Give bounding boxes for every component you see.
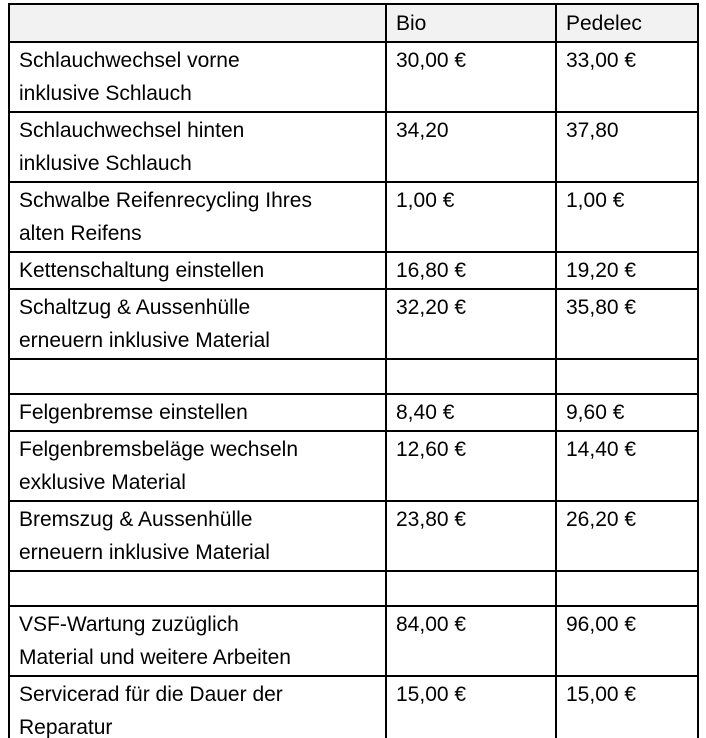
bio-price-cell: 23,80 € <box>385 500 557 572</box>
table-row: Kettenschaltung einstellen 16,80 € 19,20… <box>8 251 699 290</box>
bio-price-cell: 12,60 € <box>385 430 557 502</box>
service-cell: Felgenbremsbeläge wechseln exklusive Mat… <box>8 430 387 502</box>
pedelec-price-cell: 9,60 € <box>555 393 699 432</box>
bio-price-cell: 8,40 € <box>385 393 557 432</box>
pedelec-price-cell: 1,00 € <box>555 181 699 253</box>
table-row: Bremszug & Aussenhülle erneuern inklusiv… <box>8 500 699 572</box>
service-cell: Servicerad für die Dauer der Reparatur <box>8 675 387 738</box>
service-cell: Schlauchwechsel hinten inklusive Schlauc… <box>8 111 387 183</box>
table-row-spacer <box>8 358 699 395</box>
bio-price-cell <box>385 570 557 607</box>
table-row: VSF-Wartung zuzüglich Material und weite… <box>8 605 699 677</box>
table-row: Schlauchwechsel vorne inklusive Schlauch… <box>8 41 699 113</box>
service-cell: Schaltzug & Aussenhülle erneuern inklusi… <box>8 288 387 360</box>
header-cell-bio: Bio <box>385 3 557 43</box>
header-row: Bio Pedelec <box>8 3 699 43</box>
bio-price-cell <box>385 358 557 395</box>
bio-price-cell: 16,80 € <box>385 251 557 290</box>
service-cell: Schlauchwechsel vorne inklusive Schlauch <box>8 41 387 113</box>
pedelec-price-cell: 14,40 € <box>555 430 699 502</box>
pedelec-price-cell: 96,00 € <box>555 605 699 677</box>
pedelec-price-cell <box>555 570 699 607</box>
pedelec-price-cell: 26,20 € <box>555 500 699 572</box>
table-row-spacer <box>8 570 699 607</box>
service-cell: Schwalbe Reifenrecycling Ihres alten Rei… <box>8 181 387 253</box>
service-cell <box>8 358 387 395</box>
service-cell: VSF-Wartung zuzüglich Material und weite… <box>8 605 387 677</box>
bio-price-cell: 84,00 € <box>385 605 557 677</box>
service-cell: Bremszug & Aussenhülle erneuern inklusiv… <box>8 500 387 572</box>
bio-price-cell: 32,20 € <box>385 288 557 360</box>
pedelec-price-cell: 15,00 € <box>555 675 699 738</box>
table-row: Servicerad für die Dauer der Reparatur 1… <box>8 675 699 738</box>
service-cell: Kettenschaltung einstellen <box>8 251 387 290</box>
service-cell: Felgenbremse einstellen <box>8 393 387 432</box>
pedelec-price-cell: 33,00 € <box>555 41 699 113</box>
table-row: Felgenbremsbeläge wechseln exklusive Mat… <box>8 430 699 502</box>
bio-price-cell: 34,20 <box>385 111 557 183</box>
table-row: Schwalbe Reifenrecycling Ihres alten Rei… <box>8 181 699 253</box>
bio-price-cell: 1,00 € <box>385 181 557 253</box>
service-cell <box>8 570 387 607</box>
pedelec-price-cell: 37,80 <box>555 111 699 183</box>
bio-price-cell: 15,00 € <box>385 675 557 738</box>
header-cell-service <box>8 3 387 43</box>
header-cell-pedelec: Pedelec <box>555 3 699 43</box>
price-table: Bio Pedelec Schlauchwechsel vorne inklus… <box>8 3 699 738</box>
table-row: Schlauchwechsel hinten inklusive Schlauc… <box>8 111 699 183</box>
table-row: Schaltzug & Aussenhülle erneuern inklusi… <box>8 288 699 360</box>
pedelec-price-cell: 35,80 € <box>555 288 699 360</box>
table-row: Felgenbremse einstellen 8,40 € 9,60 € <box>8 393 699 432</box>
pedelec-price-cell: 19,20 € <box>555 251 699 290</box>
bio-price-cell: 30,00 € <box>385 41 557 113</box>
pedelec-price-cell <box>555 358 699 395</box>
